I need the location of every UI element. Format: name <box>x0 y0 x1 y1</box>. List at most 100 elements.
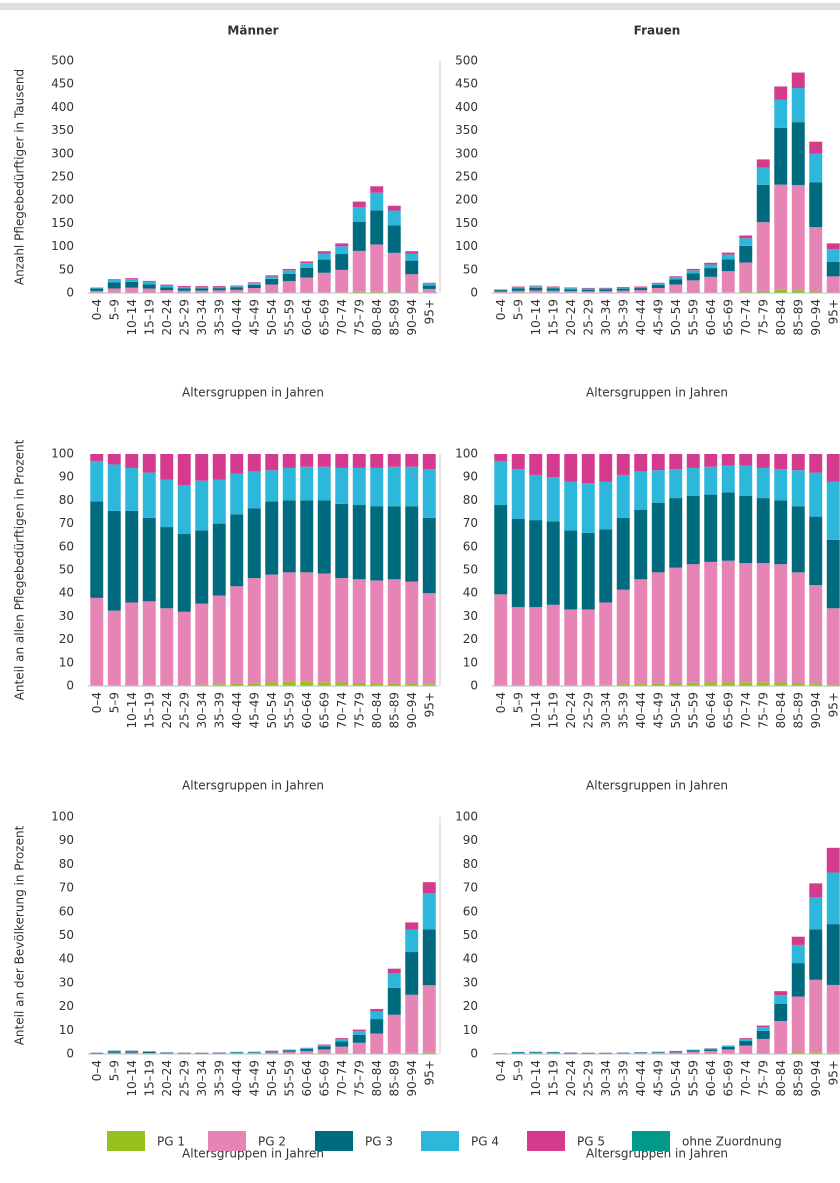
bar-segment <box>494 505 508 595</box>
bar-segment <box>721 560 735 683</box>
bar-segment <box>160 608 174 686</box>
x-tick-label: 90–94 <box>809 692 823 729</box>
y-tick-label: 200 <box>51 193 74 207</box>
bar-segment <box>125 1050 139 1052</box>
bar-segment <box>704 494 718 562</box>
bar-segment <box>370 1033 384 1054</box>
bar-segment <box>686 495 700 565</box>
bar-segment <box>546 287 560 289</box>
x-tick-label: 50–54 <box>265 299 279 336</box>
x-tick-label: 85–89 <box>387 692 401 729</box>
bar-segment <box>370 210 384 245</box>
bar-segment <box>142 517 156 602</box>
legend-label: PG 5 <box>577 1135 605 1149</box>
bar-segment <box>669 276 683 278</box>
x-tick-label: 15–19 <box>546 299 560 336</box>
x-tick-label: 45–49 <box>651 1060 665 1097</box>
y-tick-label: 30 <box>463 609 478 623</box>
bar-segment <box>195 480 209 531</box>
bar-segment <box>282 268 296 271</box>
y-tick-label: 90 <box>463 470 478 484</box>
bar-segment <box>335 254 349 270</box>
bar-segment <box>265 470 279 502</box>
bar-segment <box>494 291 508 293</box>
bar-segment <box>704 264 718 269</box>
bar-segment <box>282 1049 296 1051</box>
bar-segment <box>300 454 314 467</box>
bar-segment <box>756 1038 770 1054</box>
bar-segment <box>352 1029 366 1032</box>
bar-segment <box>300 277 314 293</box>
bar-segment <box>739 235 753 239</box>
bar-segment <box>300 263 314 268</box>
bar-segment <box>739 563 753 683</box>
y-tick-label: 40 <box>463 952 478 966</box>
x-tick-label: 95+ <box>422 692 436 717</box>
bar-segment <box>494 594 508 686</box>
x-tick-label: 35–39 <box>212 692 226 729</box>
y-tick-label: 30 <box>463 975 478 989</box>
bar-segment <box>669 682 683 686</box>
bar-segment <box>599 602 613 685</box>
bar-segment <box>422 282 436 284</box>
legend-label: PG 3 <box>365 1135 393 1149</box>
y-tick-label: 50 <box>59 563 74 577</box>
bar-segment <box>212 595 226 685</box>
bar-segment <box>387 987 401 1015</box>
bar-segment <box>774 289 788 293</box>
bar-segment <box>160 285 174 288</box>
bar-segment <box>160 287 174 291</box>
x-tick-label: 85–89 <box>387 299 401 336</box>
bar-segment <box>739 495 753 564</box>
x-tick-label: 40–44 <box>634 1060 648 1097</box>
y-tick-label: 80 <box>59 493 74 507</box>
y-tick-label: 20 <box>59 632 74 646</box>
x-tick-label: 20–24 <box>160 299 174 336</box>
bar-segment <box>370 244 384 292</box>
bar-segment <box>774 99 788 128</box>
y-tick-label: 100 <box>455 239 478 253</box>
y-tick-label: 0 <box>470 679 478 693</box>
bar-segment <box>335 682 349 686</box>
x-tick-label: 55–59 <box>686 299 700 336</box>
bar-segment <box>791 1052 805 1054</box>
bar-segment <box>616 517 630 590</box>
bar-segment <box>564 609 578 686</box>
bar-segment <box>791 454 805 471</box>
bar-segment <box>177 288 191 291</box>
x-tick-label: 90–94 <box>405 1060 419 1097</box>
bar-segment <box>230 454 244 474</box>
bar-segment <box>370 1011 384 1020</box>
bar-segment <box>721 1046 735 1050</box>
bar-segment <box>686 268 700 271</box>
bar-segment <box>809 454 823 473</box>
y-tick-label: 70 <box>463 881 478 895</box>
bar-segment <box>335 578 349 683</box>
bar-segment <box>791 936 805 945</box>
bar-segment <box>756 167 770 185</box>
bar-segment <box>265 574 279 683</box>
bar-segment <box>809 1052 823 1054</box>
bar-segment <box>195 603 209 685</box>
bar-segment <box>282 454 296 468</box>
bar-segment <box>335 1038 349 1040</box>
bar-segment <box>195 684 209 686</box>
bar-segment <box>335 243 349 247</box>
bar-segment <box>791 290 805 293</box>
bar-segment <box>669 454 683 470</box>
bar-segment <box>564 291 578 293</box>
y-tick-label: 100 <box>455 447 478 461</box>
bar-segment <box>230 683 244 686</box>
bar-segment <box>212 286 226 289</box>
x-tick-label: 0–4 <box>494 1060 508 1081</box>
bar-segment <box>352 682 366 686</box>
bar-segment <box>616 290 630 293</box>
bar-segment <box>107 1051 121 1053</box>
bar-segment <box>317 500 331 574</box>
bar-segment <box>581 289 595 292</box>
x-tick-label: 90–94 <box>809 299 823 336</box>
bar-segment <box>826 454 840 482</box>
bar-segment <box>634 288 648 291</box>
x-tick-label: 95+ <box>826 1060 840 1085</box>
